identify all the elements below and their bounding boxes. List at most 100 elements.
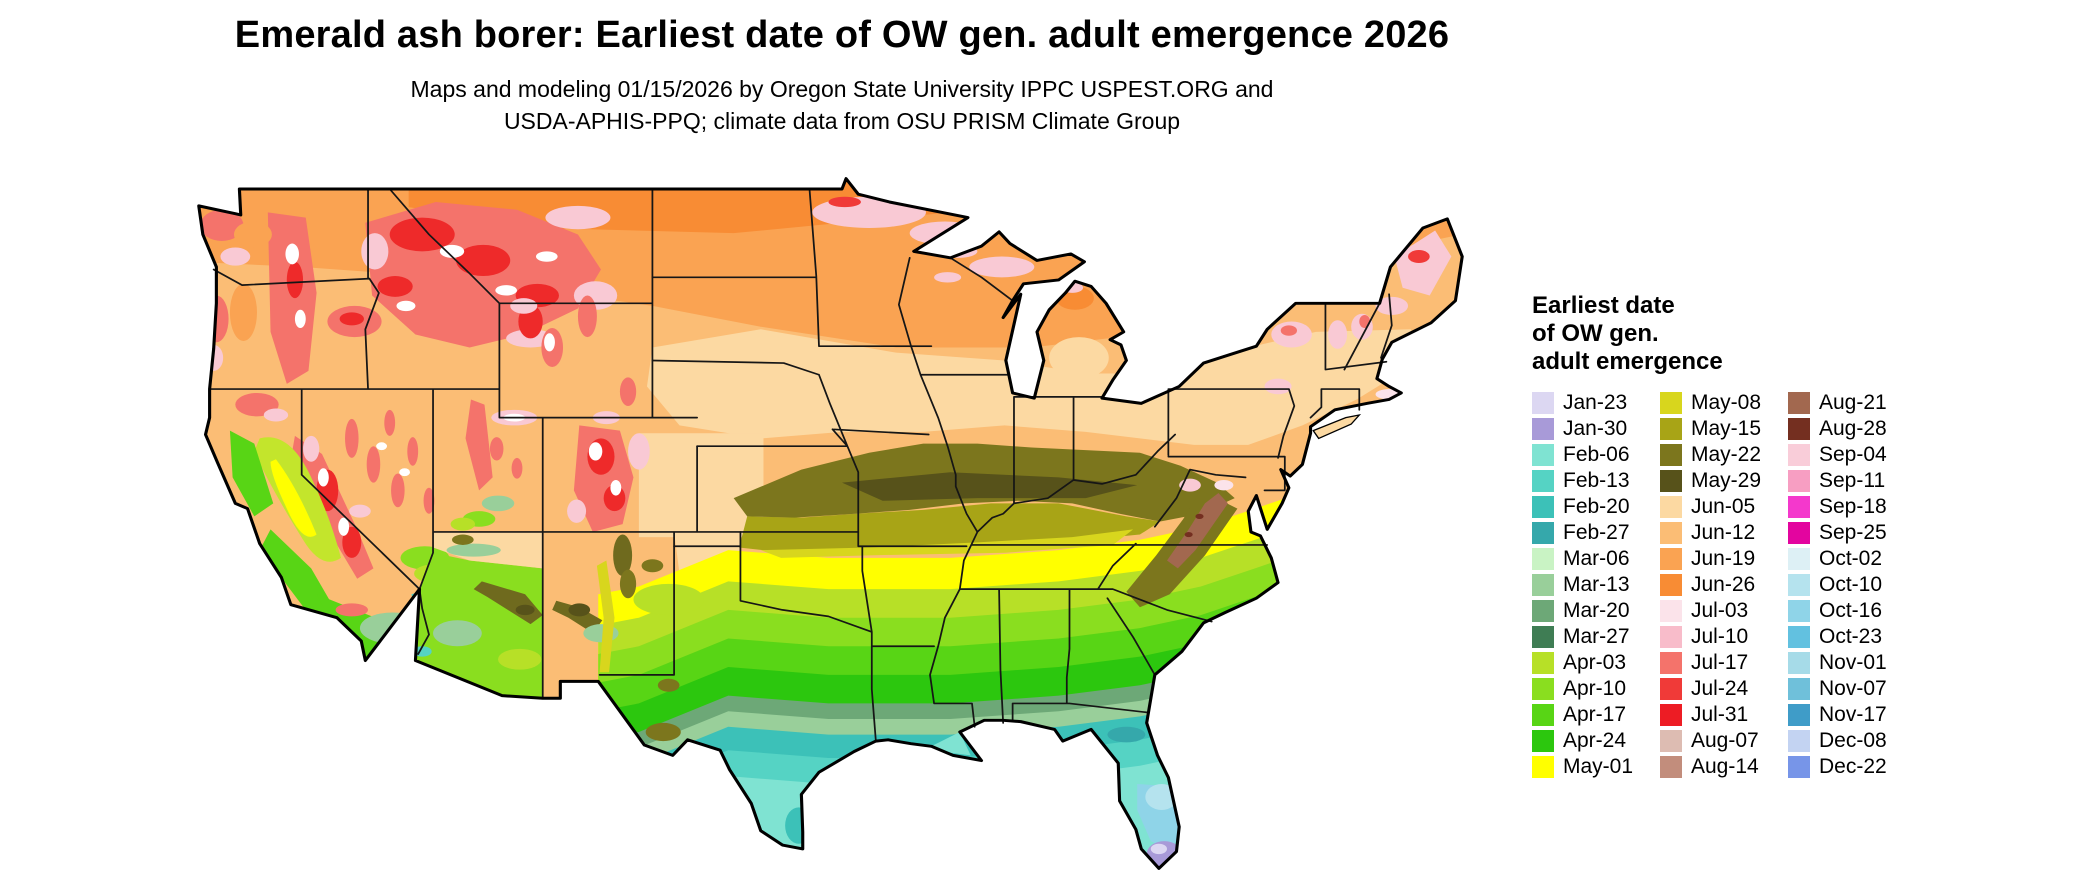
legend-entry: Sep-25	[1788, 520, 1916, 546]
legend-swatch	[1788, 444, 1810, 466]
legend-swatch	[1788, 704, 1810, 726]
legend-entry-label: May-08	[1691, 391, 1762, 414]
legend-entry: May-22	[1660, 442, 1788, 468]
legend-swatch	[1660, 496, 1682, 518]
legend-entry-label: Aug-07	[1691, 729, 1759, 752]
legend: Earliest date of OW gen. adult emergence…	[1532, 292, 1952, 780]
legend-swatch	[1660, 444, 1682, 466]
legend-entry-label: Oct-23	[1819, 625, 1883, 648]
legend-entry-label: Dec-08	[1819, 729, 1887, 752]
legend-entry-label: Mar-27	[1563, 625, 1630, 648]
legend-entry: Dec-22	[1788, 754, 1916, 780]
legend-entry: Sep-04	[1788, 442, 1916, 468]
legend-swatch	[1532, 470, 1554, 492]
legend-entry-label: Aug-21	[1819, 391, 1887, 414]
legend-entry: Aug-14	[1660, 754, 1788, 780]
legend-swatch	[1788, 470, 1810, 492]
legend-entry-label: Feb-20	[1563, 495, 1630, 518]
legend-entry: Apr-03	[1532, 650, 1660, 676]
legend-swatch	[1532, 574, 1554, 596]
legend-entry: Oct-10	[1788, 572, 1916, 598]
us-map-figure	[192, 176, 1492, 884]
legend-entry: Feb-20	[1532, 494, 1660, 520]
legend-entry: Aug-21	[1788, 390, 1916, 416]
legend-entry-label: Jul-24	[1691, 677, 1749, 700]
legend-entry: Oct-02	[1788, 546, 1916, 572]
legend-title: Earliest date of OW gen. adult emergence	[1532, 292, 1952, 376]
legend-entry-label: Apr-24	[1563, 729, 1627, 752]
legend-swatch	[1788, 626, 1810, 648]
legend-entry-label: Nov-07	[1819, 677, 1887, 700]
legend-title-line-3: adult emergence	[1532, 348, 1723, 375]
legend-column-2: May-08 May-15 May-22 May-29 Jun-05 Jun-12 Jun-…	[1660, 390, 1788, 780]
legend-entry: Apr-17	[1532, 702, 1660, 728]
legend-entry-label: May-29	[1691, 469, 1762, 492]
legend-entry-label: Jun-12	[1691, 521, 1756, 544]
legend-entry-label: Mar-13	[1563, 573, 1630, 596]
legend-swatch	[1660, 704, 1682, 726]
legend-swatch	[1532, 418, 1554, 440]
legend-swatch	[1532, 548, 1554, 570]
legend-entry-label: May-22	[1691, 443, 1762, 466]
legend-entry: May-15	[1660, 416, 1788, 442]
legend-swatch	[1788, 678, 1810, 700]
legend-swatch	[1788, 652, 1810, 674]
legend-swatch	[1660, 626, 1682, 648]
legend-swatch	[1788, 418, 1810, 440]
legend-swatch	[1532, 496, 1554, 518]
legend-entry-label: Feb-06	[1563, 443, 1630, 466]
legend-entry: Mar-20	[1532, 598, 1660, 624]
legend-entry: Feb-27	[1532, 520, 1660, 546]
us-map	[197, 177, 1464, 870]
legend-entry: Jul-17	[1660, 650, 1788, 676]
legend-entry: Oct-16	[1788, 598, 1916, 624]
legend-swatch	[1532, 704, 1554, 726]
subtitle-line-2: USDA-APHIS-PPQ; climate data from OSU PR…	[503, 108, 1181, 134]
legend-entry: Jul-24	[1660, 676, 1788, 702]
legend-swatch	[1788, 522, 1810, 544]
legend-swatch	[1660, 600, 1682, 622]
legend-entry: Jun-26	[1660, 572, 1788, 598]
legend-entry-label: Oct-10	[1819, 573, 1883, 596]
state-borders	[208, 188, 1393, 742]
legend-column-3: Aug-21 Aug-28 Sep-04 Sep-11 Sep-18 Sep-25 Oct-…	[1788, 390, 1916, 780]
legend-swatch	[1532, 730, 1554, 752]
legend-swatch	[1660, 418, 1682, 440]
legend-swatch	[1532, 652, 1554, 674]
legend-swatch	[1788, 756, 1810, 778]
subtitle: Maps and modeling 01/15/2026 by Oregon S…	[0, 73, 1684, 137]
legend-swatch	[1788, 392, 1810, 414]
legend-title-line-1: Earliest date	[1532, 292, 1675, 319]
legend-entry: Dec-08	[1788, 728, 1916, 754]
legend-entry: Jul-03	[1660, 598, 1788, 624]
legend-entry-label: Jul-10	[1691, 625, 1749, 648]
legend-swatch	[1788, 730, 1810, 752]
legend-entry-label: Apr-17	[1563, 703, 1627, 726]
legend-entry: Nov-07	[1788, 676, 1916, 702]
legend-entry: Mar-13	[1532, 572, 1660, 598]
legend-entry: May-08	[1660, 390, 1788, 416]
legend-entry-label: Mar-20	[1563, 599, 1630, 622]
legend-entry-label: Jul-31	[1691, 703, 1749, 726]
legend-swatch	[1660, 730, 1682, 752]
legend-entry: Mar-27	[1532, 624, 1660, 650]
legend-entry: Jun-19	[1660, 546, 1788, 572]
legend-swatch	[1532, 626, 1554, 648]
us-outline	[197, 177, 1464, 870]
legend-entry-label: Jan-23	[1563, 391, 1628, 414]
legend-entry-label: May-15	[1691, 417, 1762, 440]
legend-entry: Mar-06	[1532, 546, 1660, 572]
legend-entry-label: Feb-27	[1563, 521, 1630, 544]
legend-entry-label: Jan-30	[1563, 417, 1628, 440]
legend-entry-label: Sep-18	[1819, 495, 1887, 518]
us-map-raster	[198, 178, 1463, 869]
legend-entry: May-01	[1532, 754, 1660, 780]
legend-swatch	[1532, 392, 1554, 414]
legend-entry: Nov-17	[1788, 702, 1916, 728]
legend-swatch	[1788, 496, 1810, 518]
legend-entry: Jan-23	[1532, 390, 1660, 416]
legend-entry-label: Jun-19	[1691, 547, 1756, 570]
legend-entry-label: Sep-04	[1819, 443, 1887, 466]
legend-entry: Jul-10	[1660, 624, 1788, 650]
